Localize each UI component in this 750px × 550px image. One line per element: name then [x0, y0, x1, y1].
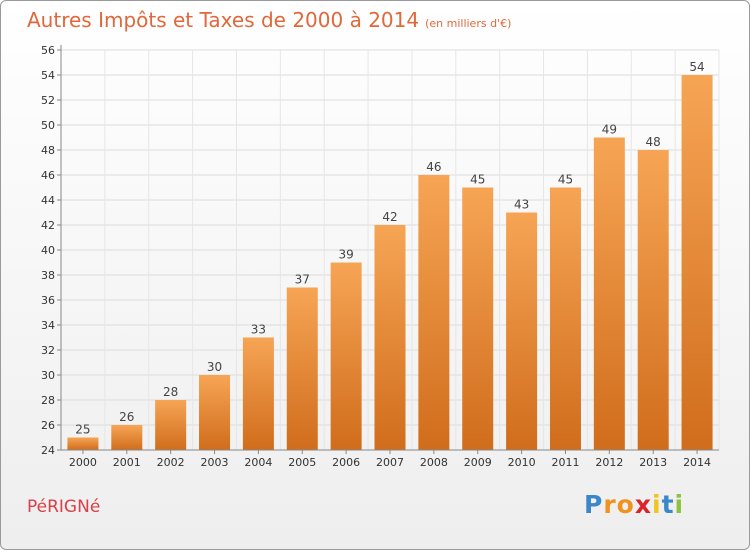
logo-letter: i [652, 490, 662, 519]
y-tick-label: 46 [41, 169, 55, 182]
y-tick-label: 24 [41, 444, 55, 457]
x-tick-label: 2008 [420, 456, 448, 469]
data-label: 45 [558, 173, 573, 187]
data-label: 30 [207, 360, 222, 374]
x-tick-label: 2001 [113, 456, 141, 469]
y-tick-label: 38 [41, 269, 55, 282]
y-tick-label: 26 [41, 419, 55, 432]
bar-2001 [111, 425, 142, 450]
bar-2009 [462, 188, 493, 451]
bar-2007 [375, 225, 406, 450]
x-tick-label: 2011 [551, 456, 579, 469]
data-label: 25 [75, 423, 90, 437]
data-label: 26 [119, 410, 134, 424]
logo-letter: r [603, 490, 616, 519]
bar-2008 [418, 175, 449, 450]
data-label: 49 [602, 123, 617, 137]
y-tick-label: 36 [41, 294, 55, 307]
bar-2004 [243, 338, 274, 451]
data-label: 33 [251, 323, 266, 337]
bar-2006 [331, 263, 362, 451]
x-tick-label: 2004 [244, 456, 272, 469]
logo-letter: x [635, 490, 652, 519]
bars: 25 26 28 30 33 37 39 42 46 45 43 45 49 48 54 [67, 60, 712, 450]
proxiti-logo: Proxiti [584, 490, 684, 519]
logo-letter: i [675, 490, 685, 519]
data-label: 45 [470, 173, 485, 187]
x-tick-label: 2007 [376, 456, 404, 469]
location-name: PéRIGNé [27, 497, 100, 517]
x-tick-label: 2000 [69, 456, 97, 469]
bar-2002 [155, 400, 186, 450]
y-tick-label: 30 [41, 369, 55, 382]
x-tick-label: 2005 [288, 456, 316, 469]
bar-2000 [67, 438, 98, 451]
y-tick-label: 50 [41, 119, 55, 132]
bar-2005 [287, 288, 318, 451]
bar-2011 [550, 188, 581, 451]
y-tick-label: 48 [41, 144, 55, 157]
data-label: 54 [689, 60, 704, 74]
data-label: 42 [382, 210, 397, 224]
bar-2013 [638, 150, 669, 450]
x-tick-label: 2003 [201, 456, 229, 469]
x-tick-label: 2006 [332, 456, 360, 469]
bar-2014 [682, 75, 713, 450]
data-label: 43 [514, 198, 529, 212]
x-tick-label: 2010 [508, 456, 536, 469]
x-tick-label: 2013 [639, 456, 667, 469]
x-tick-label: 2012 [595, 456, 623, 469]
logo-letter: P [584, 490, 603, 519]
y-tick-label: 56 [41, 44, 55, 57]
logo-letter: o [617, 490, 635, 519]
y-tick-label: 52 [41, 94, 55, 107]
x-tick-label: 2002 [157, 456, 185, 469]
y-tick-label: 42 [41, 219, 55, 232]
y-tick-label: 54 [41, 69, 55, 82]
data-label: 39 [338, 248, 353, 262]
data-label: 37 [295, 273, 310, 287]
bar-2003 [199, 375, 230, 450]
bar-2012 [594, 138, 625, 451]
y-tick-label: 34 [41, 319, 55, 332]
data-label: 28 [163, 385, 178, 399]
y-tick-label: 44 [41, 194, 55, 207]
logo-letter: t [662, 490, 675, 519]
y-tick-label: 28 [41, 394, 55, 407]
x-tick-label: 2014 [683, 456, 711, 469]
bar-2010 [506, 213, 537, 451]
x-tick-label: 2009 [464, 456, 492, 469]
y-tick-label: 32 [41, 344, 55, 357]
data-label: 46 [426, 160, 441, 174]
data-label: 48 [646, 135, 661, 149]
y-tick-label: 40 [41, 244, 55, 257]
